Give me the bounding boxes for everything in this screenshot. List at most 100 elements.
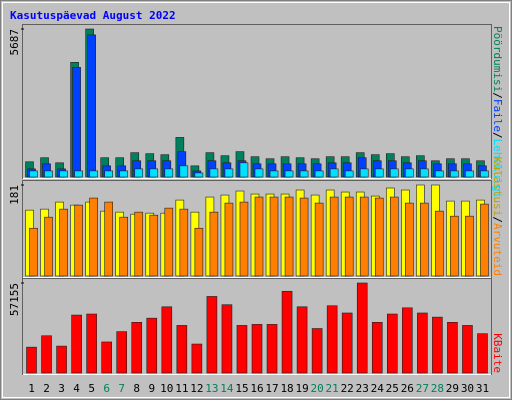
- bar: [239, 201, 249, 277]
- x-tick-label: 6: [103, 382, 110, 395]
- bar: [44, 170, 53, 178]
- x-tick-label: 17: [265, 382, 278, 395]
- bar: [164, 207, 174, 277]
- x-tick-label: 24: [371, 382, 385, 395]
- bar: [251, 324, 263, 374]
- bar: [389, 168, 399, 178]
- bar: [161, 306, 173, 374]
- bar: [359, 196, 369, 277]
- bar: [465, 215, 474, 277]
- bar: [116, 331, 128, 374]
- bar: [314, 202, 324, 277]
- bar: [477, 333, 488, 374]
- bar: [194, 227, 204, 277]
- bar: [104, 201, 113, 277]
- bar: [435, 170, 444, 178]
- bar: [356, 282, 368, 374]
- x-tick-label: 1: [28, 382, 35, 395]
- bar: [74, 170, 83, 178]
- bar: [104, 170, 113, 178]
- bar: [191, 343, 203, 374]
- bar: [179, 165, 189, 178]
- bar: [447, 322, 458, 374]
- legend-entry: KBaite: [491, 333, 504, 373]
- x-tick-label: 26: [401, 382, 414, 395]
- bar: [374, 168, 384, 178]
- bar: [134, 211, 144, 277]
- x-tick-label: 25: [386, 382, 399, 395]
- y-tick-label: 181: [8, 185, 21, 205]
- x-tick-label: 13: [205, 382, 218, 395]
- bar: [450, 215, 459, 277]
- bar: [206, 296, 218, 374]
- x-tick-label: 21: [326, 382, 339, 395]
- x-tick-label: 31: [476, 382, 489, 395]
- bar: [420, 168, 429, 178]
- legend-entry: Külastusi: [491, 157, 504, 217]
- bar: [164, 168, 174, 178]
- bar: [224, 202, 234, 277]
- bar: [209, 211, 219, 277]
- bar: [149, 214, 159, 277]
- bar: [296, 306, 308, 374]
- bar: [131, 322, 143, 374]
- bar: [179, 208, 189, 277]
- bar: [371, 322, 383, 374]
- x-tick-label: 4: [73, 382, 80, 395]
- bar: [341, 312, 353, 374]
- bar: [59, 170, 68, 178]
- y-tick-label: 57155: [8, 283, 21, 316]
- bar: [71, 314, 82, 374]
- bar: [402, 307, 413, 374]
- x-tick-label: 29: [446, 382, 459, 395]
- x-tick-label: 23: [356, 382, 369, 395]
- legend-separator: /: [491, 132, 504, 139]
- bar: [435, 210, 444, 277]
- bar: [344, 170, 354, 178]
- bar: [480, 170, 489, 178]
- bar: [224, 168, 234, 178]
- legend-separator: /: [491, 216, 504, 223]
- x-tick-label: 18: [280, 382, 293, 395]
- bar: [281, 290, 293, 374]
- chart-title: Kasutuspäevad August 2022: [10, 9, 176, 22]
- bar: [119, 170, 129, 178]
- bar: [146, 317, 158, 374]
- bar: [344, 196, 354, 277]
- bar: [149, 168, 159, 178]
- bar: [465, 170, 474, 178]
- legend-entry: Lehekülgi: [491, 139, 504, 199]
- bar: [89, 170, 98, 178]
- bar: [432, 316, 443, 374]
- bar: [72, 67, 81, 178]
- bar: [284, 196, 294, 277]
- x-tick-label: 16: [250, 382, 263, 395]
- bar: [269, 196, 279, 277]
- bar: [299, 197, 309, 277]
- bar: [326, 305, 338, 374]
- bar: [194, 172, 204, 178]
- bar: [254, 168, 264, 178]
- bar: [450, 170, 459, 178]
- bar: [266, 324, 278, 374]
- x-tick-label: 10: [160, 382, 173, 395]
- legend-entry: Faile: [491, 99, 504, 132]
- bar: [89, 197, 98, 277]
- x-tick-label: 8: [133, 382, 140, 395]
- bar: [59, 208, 68, 277]
- x-tick-label: 22: [341, 382, 354, 395]
- bar: [41, 335, 52, 374]
- bar: [221, 304, 233, 374]
- x-tick-label: 7: [118, 382, 125, 395]
- bar: [405, 168, 414, 178]
- x-tick-label: 27: [416, 382, 429, 395]
- bar: [209, 168, 219, 178]
- x-tick-label: 11: [175, 382, 188, 395]
- bar: [176, 325, 188, 374]
- bar: [87, 34, 96, 178]
- y-tick-label: 5687: [8, 29, 21, 56]
- bar: [359, 168, 369, 178]
- x-tick-label: 9: [148, 382, 155, 395]
